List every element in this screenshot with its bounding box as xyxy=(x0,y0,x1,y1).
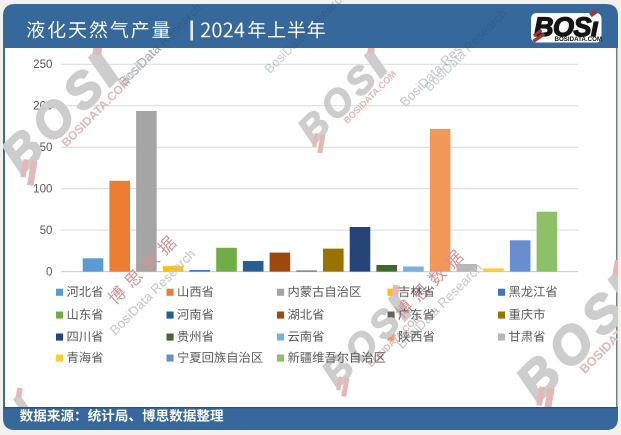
svg-text:50: 50 xyxy=(40,224,53,237)
svg-text:BOSIDATA.COM: BOSIDATA.COM xyxy=(555,36,603,43)
svg-text:0: 0 xyxy=(46,266,52,279)
svg-text:150: 150 xyxy=(33,141,52,154)
svg-text:BOSı: BOSı xyxy=(534,12,598,42)
svg-text:200: 200 xyxy=(33,100,52,113)
svg-text:250: 250 xyxy=(33,58,52,71)
svg-text:100: 100 xyxy=(33,183,52,196)
